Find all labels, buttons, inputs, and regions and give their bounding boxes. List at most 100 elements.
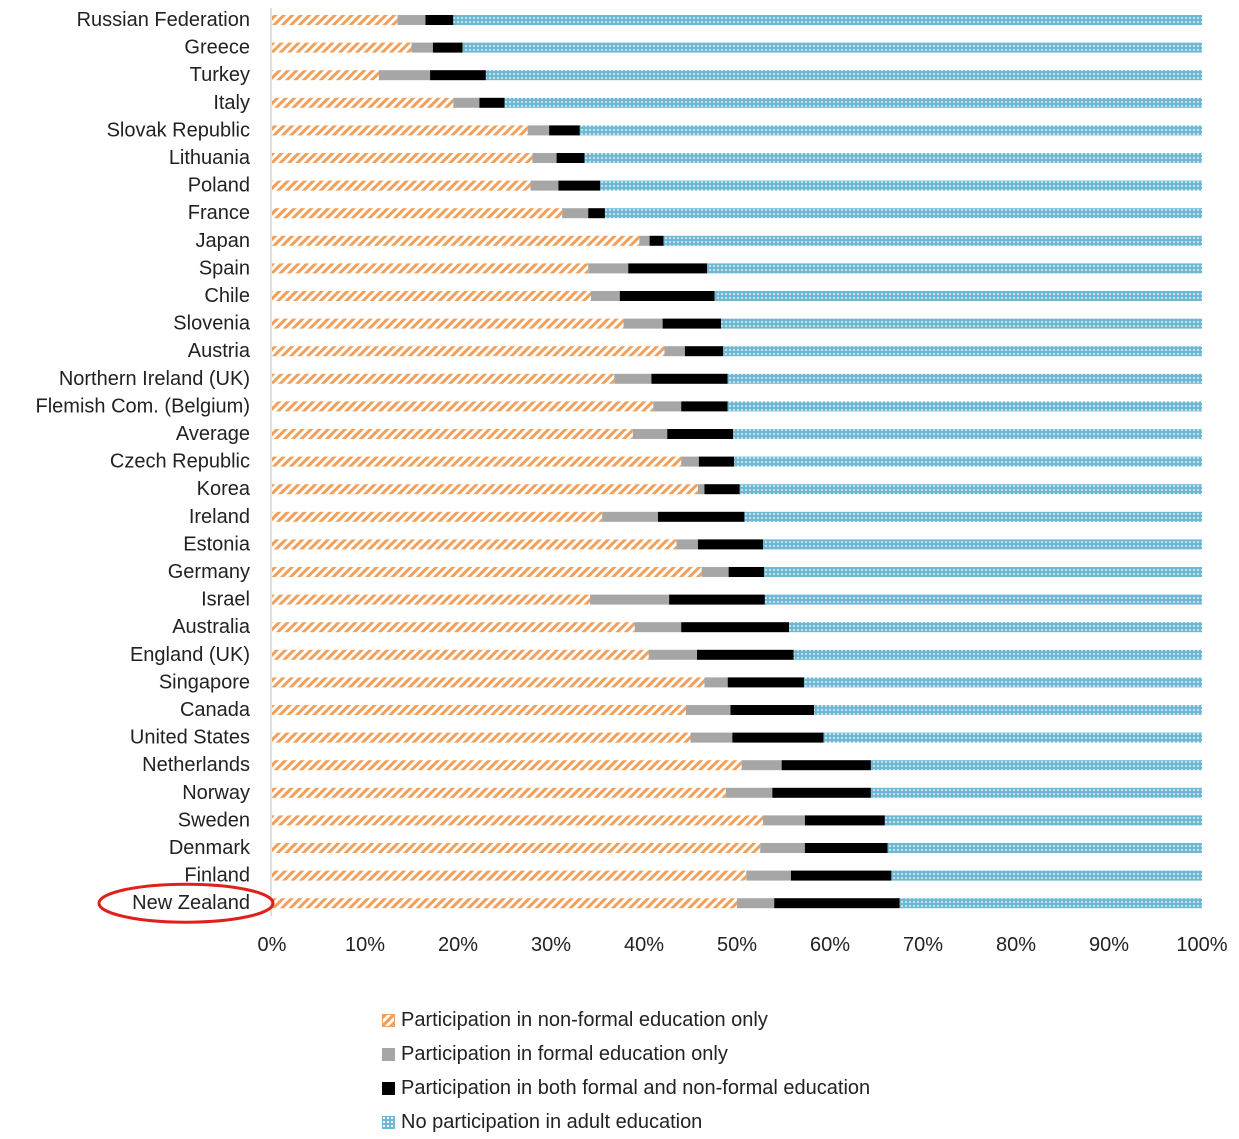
x-tick-label: 50% [717, 934, 757, 956]
category-label: Singapore [159, 671, 250, 693]
bar-segment-none [823, 732, 1202, 743]
category-label: Slovak Republic [107, 119, 250, 141]
category-label: United States [130, 727, 250, 749]
bar-segment-none [723, 346, 1202, 357]
category-labels: Russian Federation Greece Turkey Italy Slova… [36, 9, 251, 914]
bar-segment-formal [614, 373, 652, 384]
bar-segment-nonformal [272, 429, 633, 439]
bar-segment-formal [411, 42, 433, 53]
bar-segment-both [556, 153, 585, 163]
bar-segment-formal [763, 815, 805, 826]
bar-segment-both [732, 732, 824, 743]
bar-segment-formal [527, 125, 550, 136]
bar-segment-both [649, 235, 664, 246]
x-tick-label: 0% [258, 934, 287, 956]
bar-segment-nonformal [272, 318, 624, 329]
bar-segment-nonformal [272, 484, 698, 495]
bar-segment-both [628, 263, 708, 274]
bar-segment-none [870, 787, 1202, 798]
bar-segment-formal [532, 153, 557, 163]
bar-segment-formal [453, 97, 480, 108]
bar-segment-formal [664, 346, 685, 357]
legend-label-nonformal: Participation in non-formal education on… [401, 1008, 768, 1031]
bar-segment-formal [397, 15, 426, 25]
bar-segment-formal [562, 208, 589, 219]
bar-segment-none [763, 539, 1202, 550]
legend-item-nonformal: Participation in non-formal education on… [382, 1003, 870, 1037]
bar-segment-both [727, 677, 804, 688]
bar-segment-both [730, 705, 815, 715]
bar-segment-both [432, 42, 463, 53]
bar-segment-nonformal [272, 511, 603, 522]
bar-segment-none [707, 263, 1202, 274]
bar-segment-none [579, 125, 1202, 136]
legend: Participation in non-formal education on… [382, 1003, 870, 1139]
bar-segment-formal [588, 263, 629, 274]
bar-segment-both [774, 898, 900, 909]
bar-segment-both [704, 484, 740, 495]
bar-segment-formal [701, 567, 729, 577]
category-label: Czech Republic [110, 451, 250, 473]
bar-segment-both [681, 622, 790, 633]
category-label: Northern Ireland (UK) [59, 368, 250, 390]
bar-segment-both [657, 511, 745, 522]
legend-item-both: Participation in both formal and non-for… [382, 1071, 870, 1105]
bar-segment-nonformal [272, 15, 398, 25]
bar-segment-nonformal [272, 346, 665, 357]
bar-segment-none [714, 291, 1202, 301]
bar-segment-none [739, 484, 1202, 495]
bar-segment-none [899, 898, 1202, 909]
bar-segment-formal [530, 180, 559, 191]
bar-segment-none [485, 70, 1202, 81]
category-label: Sweden [178, 809, 250, 831]
x-tick-label: 70% [903, 934, 943, 956]
bar-segment-both [558, 180, 601, 191]
bar-segment-none [793, 649, 1202, 660]
category-label: Average [176, 423, 250, 445]
category-label: Finland [184, 865, 250, 887]
bar-segment-formal [378, 70, 431, 81]
bar-segment-nonformal [272, 180, 531, 191]
bar-segment-formal [741, 760, 782, 771]
legend-swatch-none [382, 1115, 395, 1129]
bar-segment-nonformal [272, 42, 412, 53]
bar-segment-none [870, 760, 1202, 771]
bar-segment-both [684, 346, 724, 357]
legend-swatch-both [382, 1081, 395, 1095]
x-tick-label: 90% [1089, 934, 1129, 956]
category-label: Slovenia [173, 313, 251, 335]
bar-segment-none [721, 318, 1202, 329]
category-label: Korea [197, 478, 251, 500]
bar-segment-nonformal [272, 567, 702, 577]
bar-segment-none [663, 235, 1202, 246]
bar-segment-none [763, 567, 1202, 577]
bar-segment-none [734, 456, 1202, 467]
bar-segment-none [764, 594, 1202, 605]
bar-segment-nonformal [272, 208, 563, 219]
bar-segment-both [772, 787, 871, 798]
bar-segment-none [814, 705, 1202, 715]
stacked-bar-chart: Russian Federation Greece Turkey Italy Slova… [36, 8, 1228, 956]
category-label: Turkey [190, 64, 250, 86]
category-label: Australia [172, 616, 251, 638]
bar-segment-nonformal [272, 97, 454, 108]
bar-segment-formal [725, 787, 773, 798]
bar-segment-nonformal [272, 153, 533, 163]
bar-segment-formal [690, 732, 733, 743]
bar-segment-none [584, 153, 1202, 163]
bar-segment-nonformal [272, 787, 726, 798]
category-label: Flemish Com. (Belgium) [36, 395, 250, 417]
bar-segment-none [803, 677, 1202, 688]
bar-segment-both [781, 760, 871, 771]
category-label: Spain [199, 257, 250, 279]
x-tick-label: 60% [810, 934, 850, 956]
category-label: Russian Federation [77, 9, 250, 31]
bar-segment-nonformal [272, 732, 691, 743]
bar-segment-both [804, 815, 885, 826]
bar-segment-both [790, 870, 892, 881]
category-label: New Zealand [132, 892, 250, 914]
bar-segment-none [727, 373, 1202, 384]
bar-segment-formal [653, 401, 682, 412]
bar-segment-nonformal [272, 760, 742, 771]
x-tick-label: 20% [438, 934, 478, 956]
